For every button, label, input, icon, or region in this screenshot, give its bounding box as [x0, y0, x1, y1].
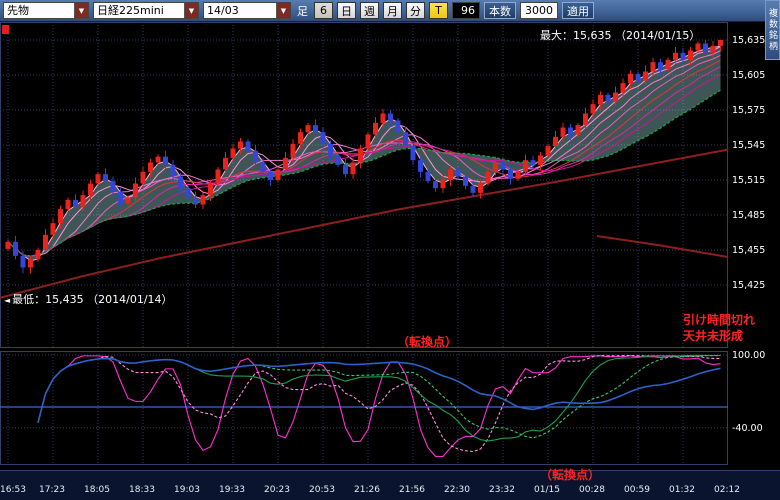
instrument-type-dropdown[interactable]: 先物 [3, 2, 89, 19]
price-axis: 15,635 15,605 15,575 15,545 15,515 15,485 15,4… [728, 22, 780, 470]
bars-count-input[interactable]: 96 [452, 2, 480, 19]
price-axis-label: 15,575 [732, 105, 766, 116]
time-axis-label: 17:23 [39, 485, 65, 495]
price-axis-label: 15,545 [732, 140, 766, 151]
time-axis-label: 18:33 [129, 485, 155, 495]
price-axis-label: 15,485 [732, 210, 766, 221]
time-axis-label: 00:28 [579, 485, 605, 495]
price-axis-label: 15,455 [732, 245, 766, 256]
toolbar: 先物 日経225mini 14/03 足 6 日 週 月 分 T 96 本数 3… [0, 0, 780, 22]
time-axis-label: 18:05 [84, 485, 110, 495]
time-axis-label: 22:30 [444, 485, 470, 495]
contract-month-value: 14/03 [207, 4, 239, 17]
apply-button[interactable]: 適用 [562, 2, 594, 19]
min-price-text: 最低：15,435 （2014/01/14） [12, 293, 173, 306]
time-axis-label: 21:26 [354, 485, 380, 495]
time-axis-label: 20:23 [264, 485, 290, 495]
dropdown-arrow-icon[interactable] [184, 3, 198, 18]
price-candlestick-chart[interactable] [0, 22, 728, 348]
time-axis-strip: 16:53 17:23 18:05 18:33 19:03 19:33 20:23 20:53… [0, 470, 780, 500]
time-axis-label: 21:56 [399, 485, 425, 495]
tick-button[interactable]: T [429, 2, 448, 19]
time-axis-label: 01/15 [534, 485, 560, 495]
range-input[interactable]: 3000 [520, 2, 558, 19]
monthly-button[interactable]: 月 [383, 2, 402, 19]
contract-month-dropdown[interactable]: 14/03 [203, 2, 291, 19]
weekly-button[interactable]: 週 [360, 2, 379, 19]
time-axis-label: 19:03 [174, 485, 200, 495]
time-axis-label: 16:53 [0, 485, 26, 495]
min-price-annotation: ◄ 最低：15,435 （2014/01/14） [4, 291, 173, 307]
time-axis-label: 00:59 [624, 485, 650, 495]
session-close-annotation: 引け時間切れ 天井未形成 [683, 312, 755, 344]
symbol-value: 日経225mini [97, 4, 164, 17]
time-axis-label: 23:32 [489, 485, 515, 495]
symbol-dropdown[interactable]: 日経225mini [93, 2, 199, 19]
dropdown-arrow-icon[interactable] [276, 3, 290, 18]
time-axis-label: 02:12 [714, 485, 740, 495]
price-axis-label: 15,425 [732, 280, 766, 291]
price-axis-label: 15,605 [732, 70, 766, 81]
multi-symbol-side-tab[interactable]: 複数銘柄 [765, 0, 780, 60]
time-axis-label: 19:33 [219, 485, 245, 495]
price-axis-label: 15,515 [732, 175, 766, 186]
turning-point-annotation-top: （転換点） [397, 335, 458, 349]
rci-oscillator-chart[interactable] [0, 351, 728, 465]
close-notice-line1: 引け時間切れ [683, 313, 756, 327]
time-axis-label: 20:53 [309, 485, 335, 495]
oscillator-axis-label: -40.00 [732, 422, 763, 434]
min-marker-icon: ◄ [4, 296, 11, 305]
turning-point-annotation-bottom: （転換点） [540, 468, 601, 482]
left-edge-marker [2, 25, 9, 34]
interval-value-button[interactable]: 6 [314, 2, 333, 19]
dropdown-arrow-icon[interactable] [74, 3, 88, 18]
bars-label-button[interactable]: 本数 [484, 2, 516, 19]
instrument-type-value: 先物 [7, 4, 29, 17]
time-axis-label: 01:32 [669, 485, 695, 495]
close-notice-line2: 天井未形成 [683, 329, 744, 343]
timeframe-label: 足 [297, 4, 308, 18]
daily-button[interactable]: 日 [337, 2, 356, 19]
max-price-annotation: 最大：15,635 （2014/01/15） [540, 29, 701, 42]
price-axis-label: 15,635 [732, 35, 766, 46]
oscillator-axis-label: 100.00 [732, 350, 766, 361]
minute-button[interactable]: 分 [406, 2, 425, 19]
